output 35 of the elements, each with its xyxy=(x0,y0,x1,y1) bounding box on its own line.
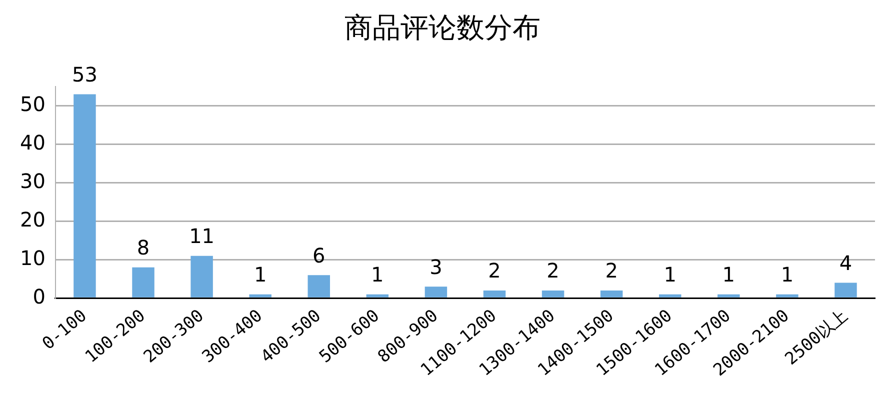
bar xyxy=(132,267,154,298)
data-label: 1 xyxy=(780,262,794,287)
data-label: 1 xyxy=(254,262,267,287)
y-tick-label: 50 xyxy=(20,92,46,116)
data-label: 53 xyxy=(72,62,98,86)
data-label: 2 xyxy=(546,258,560,283)
data-label: 8 xyxy=(136,236,150,260)
bar xyxy=(74,94,96,298)
bar xyxy=(658,294,682,298)
y-tick-label: 30 xyxy=(20,168,46,193)
bar xyxy=(424,286,448,298)
bar xyxy=(190,256,213,298)
data-label: 3 xyxy=(430,254,442,279)
bar xyxy=(308,275,330,298)
chart-title: 商品评论数分布 xyxy=(344,11,540,44)
data-label: 2 xyxy=(605,258,618,283)
data-label: 4 xyxy=(839,250,852,275)
y-tick-label: 40 xyxy=(20,130,46,154)
data-label: 1 xyxy=(371,262,384,287)
bar xyxy=(249,294,272,298)
bar xyxy=(776,294,798,298)
y-tick-label: 0 xyxy=(32,284,46,308)
bar xyxy=(834,282,857,298)
bar xyxy=(718,294,740,298)
data-label: 1 xyxy=(722,262,736,287)
data-label: 1 xyxy=(664,262,676,287)
bar xyxy=(483,290,506,298)
y-tick-label: 10 xyxy=(20,246,46,270)
bar xyxy=(600,290,623,298)
bar xyxy=(542,290,564,298)
bar xyxy=(366,294,389,298)
data-label: 11 xyxy=(189,224,215,248)
data-label: 6 xyxy=(312,243,326,268)
y-tick-label: 20 xyxy=(20,207,46,232)
data-label: 2 xyxy=(488,258,501,283)
